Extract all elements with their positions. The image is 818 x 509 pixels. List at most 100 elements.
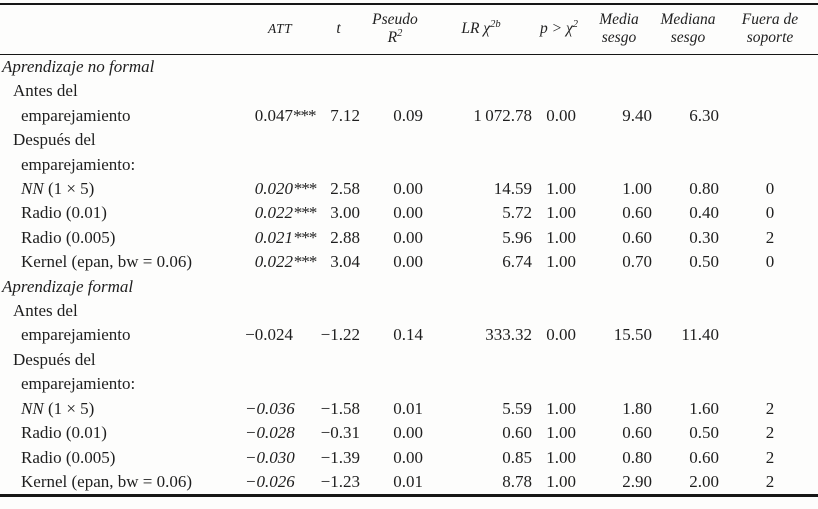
cell-mediana-sesgo: 0.60 <box>689 447 719 467</box>
label-row: emparejamiento: <box>0 153 818 177</box>
label-row: emparejamiento: <box>0 372 818 396</box>
cell-media-sesgo: 0.80 <box>622 447 652 467</box>
row-label: Kernel (epan, bw = 0.06) <box>21 471 193 491</box>
cell-lr-chi2: 5.72 <box>502 203 532 223</box>
row-label: Radio (0.005) <box>21 227 116 247</box>
data-row: Radio (0.005) −0.030 −1.39 0.00 0.85 1.0… <box>0 446 818 470</box>
cell-t: 3.04 <box>330 252 360 272</box>
cell-fuera-soporte: 0 <box>765 252 775 272</box>
cell-p-chi2: 1.00 <box>546 423 576 443</box>
cell-t: −1.22 <box>320 325 360 345</box>
cell-media-sesgo: 9.40 <box>622 105 652 125</box>
cell-p-chi2: 0.00 <box>546 325 576 345</box>
cell-mediana-sesgo: 0.40 <box>689 203 719 223</box>
row-label: emparejamiento: <box>21 374 136 394</box>
header-att: ATT <box>268 21 292 36</box>
label-row: Antes del <box>0 299 818 323</box>
cell-att: −0.030 <box>245 446 315 470</box>
row-label: Antes del <box>13 81 78 101</box>
cell-pseudo-r2: 0.00 <box>393 252 423 272</box>
data-row: NN (1 × 5) 0.020 *** 2.58 0.00 14.59 1.00… <box>0 177 818 201</box>
data-row: Kernel (epan, bw = 0.06) 0.022 *** 3.04 0… <box>0 250 818 274</box>
header-media-sesgo: Media sesgo <box>599 11 639 46</box>
att-value: 0.047 <box>254 105 293 125</box>
cell-lr-chi2: 14.59 <box>493 179 532 199</box>
cell-att: −0.024 <box>245 323 315 347</box>
cell-att: 0.021 *** <box>245 226 317 250</box>
cell-lr-chi2: 333.32 <box>485 325 532 345</box>
cell-t: 2.58 <box>330 179 360 199</box>
cell-mediana-sesgo: 6.30 <box>689 105 719 125</box>
cell-p-chi2: 1.00 <box>546 471 576 491</box>
header-row: ATT t Pseudo R2 LR χ2b p > χ2 Media sesg… <box>0 4 818 55</box>
cell-t: 2.88 <box>330 227 360 247</box>
att-value: −0.028 <box>245 423 295 443</box>
row-label: Después del <box>13 130 96 150</box>
data-row: Radio (0.01) −0.028 −0.31 0.00 0.60 1.00… <box>0 421 818 445</box>
cell-t: −1.58 <box>320 398 360 418</box>
att-stars: *** <box>293 252 317 272</box>
cell-att: 0.022 *** <box>245 250 317 274</box>
cell-media-sesgo: 15.50 <box>613 325 652 345</box>
cell-mediana-sesgo: 0.50 <box>689 423 719 443</box>
cell-pseudo-r2: 0.00 <box>393 423 423 443</box>
cell-media-sesgo: 2.90 <box>622 471 652 491</box>
cell-pseudo-r2: 0.00 <box>393 447 423 467</box>
cell-lr-chi2: 0.60 <box>502 423 532 443</box>
cell-lr-chi2: 0.85 <box>502 447 532 467</box>
cell-mediana-sesgo: 1.60 <box>689 398 719 418</box>
cell-fuera-soporte: 2 <box>765 423 775 443</box>
cell-mediana-sesgo: 0.30 <box>689 227 719 247</box>
cell-pseudo-r2: 0.14 <box>393 325 423 345</box>
cell-pseudo-r2: 0.00 <box>393 179 423 199</box>
cell-fuera-soporte: 2 <box>765 471 775 491</box>
header-fuera-soporte: Fuera de soporte <box>741 11 799 46</box>
cell-mediana-sesgo: 0.80 <box>689 179 719 199</box>
att-value: −0.030 <box>245 447 295 467</box>
cell-fuera-soporte: 0 <box>765 179 775 199</box>
att-value: 0.021 <box>254 227 293 247</box>
att-stars: *** <box>293 203 317 223</box>
cell-mediana-sesgo: 11.40 <box>681 325 719 345</box>
row-label: emparejamiento <box>21 325 131 345</box>
row-label: emparejamiento <box>21 105 131 125</box>
section-row: Aprendizaje formal <box>0 275 818 299</box>
cell-p-chi2: 1.00 <box>546 398 576 418</box>
cell-fuera-soporte: 0 <box>765 203 775 223</box>
att-value: −0.036 <box>245 398 295 418</box>
results-table: ATT t Pseudo R2 LR χ2b p > χ2 Media sesg… <box>0 3 818 498</box>
section-row: Aprendizaje no formal <box>0 55 818 80</box>
att-value: 0.022 <box>254 203 293 223</box>
cell-p-chi2: 0.00 <box>546 105 576 125</box>
att-stars: *** <box>293 179 317 199</box>
cell-fuera-soporte <box>722 104 818 128</box>
att-value: 0.020 <box>254 179 293 199</box>
cell-media-sesgo: 0.60 <box>622 227 652 247</box>
cell-att: −0.028 <box>245 421 315 445</box>
data-row: NN (1 × 5) −0.036 −1.58 0.01 5.59 1.00 1… <box>0 397 818 421</box>
cell-att: −0.036 <box>245 397 315 421</box>
header-p-chi2: p > χ2 <box>539 18 579 37</box>
cell-lr-chi2: 5.96 <box>502 227 532 247</box>
cell-p-chi2: 1.00 <box>546 179 576 199</box>
cell-p-chi2: 1.00 <box>546 203 576 223</box>
cell-att: 0.020 *** <box>245 177 317 201</box>
header-empty <box>0 4 245 55</box>
att-value: 0.022 <box>254 252 293 272</box>
row-label: NN (1 × 5) <box>21 398 95 418</box>
header-t: t <box>336 20 341 37</box>
cell-fuera-soporte: 2 <box>765 398 775 418</box>
cell-pseudo-r2: 0.00 <box>393 203 423 223</box>
att-value: −0.024 <box>245 325 293 345</box>
cell-lr-chi2: 6.74 <box>502 252 532 272</box>
data-row: Kernel (epan, bw = 0.06) −0.026 −1.23 0.… <box>0 470 818 496</box>
cell-t: 3.00 <box>330 203 360 223</box>
data-row: Radio (0.005) 0.021 *** 2.88 0.00 5.96 1.… <box>0 226 818 250</box>
data-row: Radio (0.01) 0.022 *** 3.00 0.00 5.72 1.0… <box>0 201 818 225</box>
att-stars: *** <box>293 227 317 247</box>
cell-pseudo-r2: 0.09 <box>393 105 423 125</box>
cell-t: −0.31 <box>320 423 360 443</box>
cell-p-chi2: 1.00 <box>546 252 576 272</box>
cell-fuera-soporte: 2 <box>765 447 775 467</box>
